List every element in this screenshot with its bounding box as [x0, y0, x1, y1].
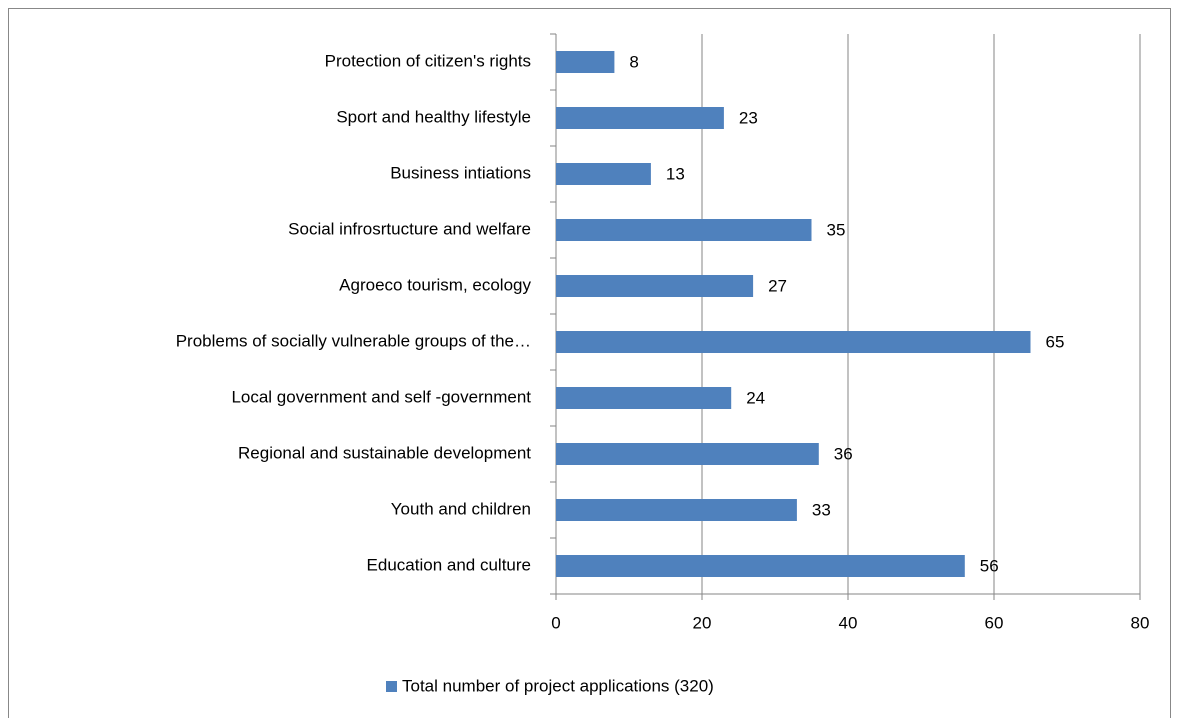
- x-tick-label: 20: [693, 613, 712, 632]
- bar: [556, 331, 1031, 353]
- data-label: 65: [1046, 332, 1065, 351]
- bar: [556, 107, 724, 129]
- data-label: 33: [812, 500, 831, 519]
- chart-frame: [8, 8, 1171, 718]
- data-label: 36: [834, 444, 853, 463]
- y-tick-label: Youth and children: [391, 499, 531, 518]
- bar: [556, 555, 965, 577]
- bar: [556, 443, 819, 465]
- data-label: 56: [980, 556, 999, 575]
- bar: [556, 219, 812, 241]
- bar: [556, 51, 615, 73]
- bar: [556, 163, 651, 185]
- x-tick-label: 0: [551, 613, 560, 632]
- y-tick-label: Regional and sustainable development: [238, 443, 531, 462]
- y-tick-label: Protection of citizen's rights: [325, 51, 531, 70]
- bar: [556, 387, 732, 409]
- y-tick-label: Sport and healthy lifestyle: [336, 107, 531, 126]
- data-label: 23: [739, 108, 758, 127]
- y-tick-label: Agroeco tourism, ecology: [339, 275, 531, 294]
- x-tick-label: 80: [1131, 613, 1150, 632]
- x-tick-label: 40: [839, 613, 858, 632]
- data-label: 13: [666, 164, 685, 183]
- data-label: 27: [768, 276, 787, 295]
- data-label: 8: [629, 52, 638, 71]
- data-label: 24: [746, 388, 765, 407]
- y-tick-label: Education and culture: [367, 555, 531, 574]
- y-tick-label: Problems of socially vulnerable groups o…: [176, 331, 531, 350]
- data-label: 35: [827, 220, 846, 239]
- y-tick-label: Business intiations: [390, 163, 531, 182]
- legend-marker: [386, 681, 397, 692]
- y-tick-label: Local government and self -government: [231, 387, 531, 406]
- bar: [556, 275, 754, 297]
- y-tick-label: Social infrosrtucture and welfare: [288, 219, 531, 238]
- legend-label: Total number of project applications (32…: [402, 676, 714, 695]
- bar: [556, 499, 797, 521]
- x-tick-label: 60: [985, 613, 1004, 632]
